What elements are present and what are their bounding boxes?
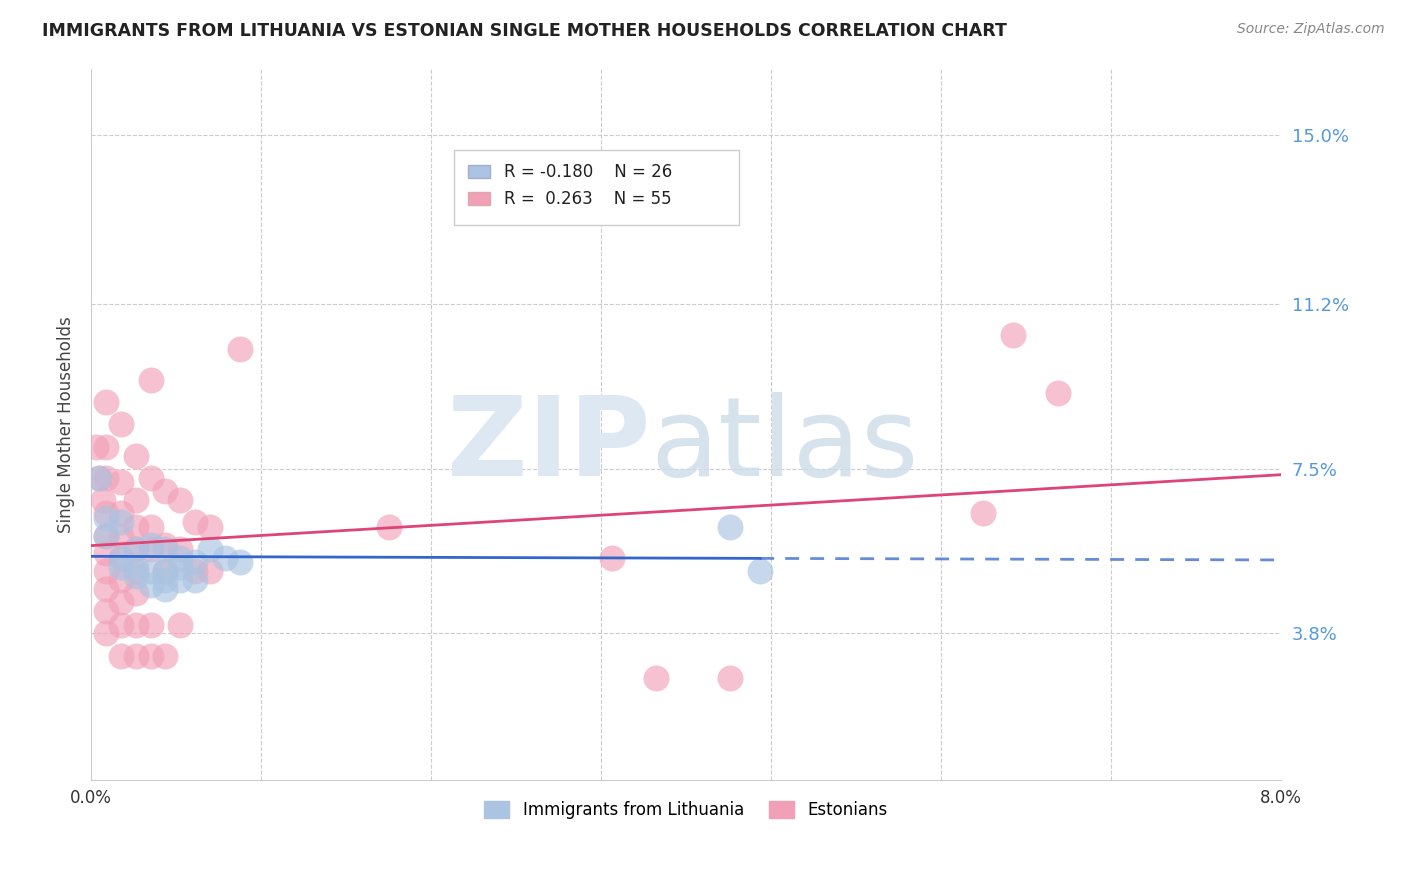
Point <box>125 541 148 556</box>
Point <box>720 520 742 534</box>
Point <box>110 475 132 490</box>
Point <box>110 417 132 432</box>
Point <box>169 573 191 587</box>
Point <box>94 582 117 596</box>
Point <box>155 537 177 551</box>
Point <box>94 440 117 454</box>
Point <box>125 559 148 574</box>
Point <box>84 440 107 454</box>
Point <box>91 493 114 508</box>
Point <box>110 573 132 587</box>
Point <box>155 484 177 499</box>
Point <box>94 471 117 485</box>
Point <box>110 516 132 530</box>
Point <box>229 555 252 569</box>
Y-axis label: Single Mother Households: Single Mother Households <box>58 316 75 533</box>
Bar <box>468 165 489 178</box>
Point <box>198 520 221 534</box>
Point <box>125 617 148 632</box>
Text: R = -0.180    N = 26: R = -0.180 N = 26 <box>503 162 672 181</box>
Point <box>169 550 191 565</box>
Point <box>214 550 236 565</box>
Point <box>155 648 177 663</box>
Point <box>87 471 110 485</box>
Point <box>139 577 162 591</box>
Point <box>600 550 623 565</box>
Text: atlas: atlas <box>650 392 918 500</box>
Text: Source: ZipAtlas.com: Source: ZipAtlas.com <box>1237 22 1385 37</box>
Point <box>139 648 162 663</box>
Point <box>139 617 162 632</box>
Point <box>169 541 191 556</box>
Point <box>184 516 207 530</box>
Point <box>125 493 148 508</box>
Point <box>645 671 668 685</box>
Point <box>110 507 132 521</box>
Point <box>110 648 132 663</box>
Point <box>94 604 117 618</box>
Point <box>184 564 207 578</box>
Point <box>94 546 117 560</box>
Point <box>155 564 177 578</box>
Point <box>139 373 162 387</box>
Point <box>94 511 117 525</box>
Point <box>1046 386 1069 401</box>
Point <box>972 507 994 521</box>
Point <box>110 595 132 609</box>
Point <box>155 582 177 596</box>
Point <box>110 528 132 542</box>
Legend: Immigrants from Lithuania, Estonians: Immigrants from Lithuania, Estonians <box>478 794 894 825</box>
Point <box>377 520 399 534</box>
Point <box>184 573 207 587</box>
Point <box>87 471 110 485</box>
Point <box>720 671 742 685</box>
Point <box>125 520 148 534</box>
Point <box>125 586 148 600</box>
Point <box>229 342 252 356</box>
Point <box>94 564 117 578</box>
Point <box>110 559 132 574</box>
FancyBboxPatch shape <box>454 151 740 225</box>
Point <box>110 617 132 632</box>
Point <box>198 541 221 556</box>
Point <box>125 449 148 463</box>
Point <box>139 471 162 485</box>
Point <box>110 550 132 565</box>
Point <box>155 541 177 556</box>
Point <box>125 541 148 556</box>
Point <box>125 568 148 582</box>
Point <box>198 564 221 578</box>
Point <box>94 395 117 409</box>
Bar <box>468 193 489 205</box>
Point <box>139 537 162 551</box>
Point <box>139 520 162 534</box>
Point <box>94 626 117 640</box>
Point <box>94 528 117 542</box>
Text: IMMIGRANTS FROM LITHUANIA VS ESTONIAN SINGLE MOTHER HOUSEHOLDS CORRELATION CHART: IMMIGRANTS FROM LITHUANIA VS ESTONIAN SI… <box>42 22 1007 40</box>
Point <box>125 564 148 578</box>
Point <box>94 528 117 542</box>
Point <box>169 493 191 508</box>
Point <box>139 564 162 578</box>
Point <box>155 564 177 578</box>
Point <box>139 541 162 556</box>
Text: ZIP: ZIP <box>447 392 650 500</box>
Point <box>169 559 191 574</box>
Point <box>155 573 177 587</box>
Text: R =  0.263    N = 55: R = 0.263 N = 55 <box>503 190 672 208</box>
Point <box>169 617 191 632</box>
Point <box>1001 328 1024 343</box>
Point <box>125 648 148 663</box>
Point <box>749 564 772 578</box>
Point <box>110 550 132 565</box>
Point <box>184 555 207 569</box>
Point <box>94 507 117 521</box>
